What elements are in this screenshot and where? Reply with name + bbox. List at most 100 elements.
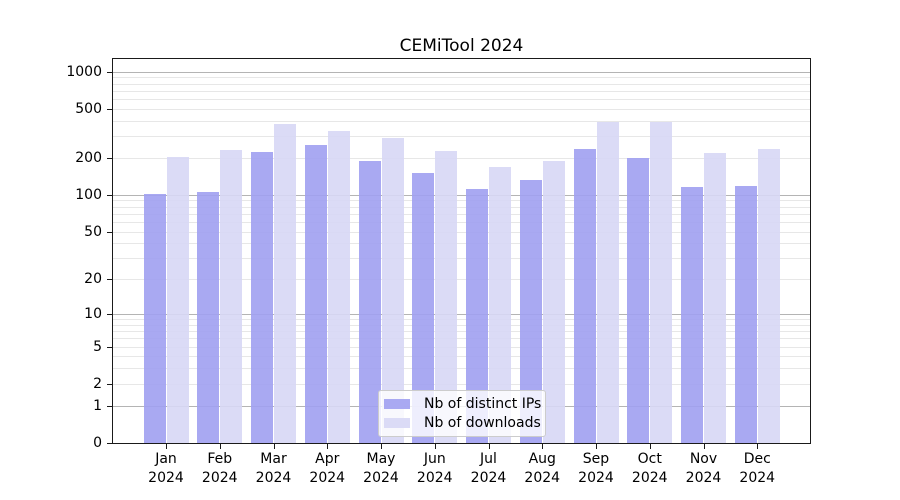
gridline-minor: [113, 83, 810, 85]
bar-distinct-ips-jan: [143, 194, 166, 443]
y-tick-label: 100: [75, 186, 102, 203]
x-tick-label-year: 2024: [363, 470, 399, 486]
y-tick: [107, 108, 113, 110]
y-tick-label: 50: [84, 223, 102, 240]
x-tick: [488, 444, 490, 449]
legend-item-distinct-ips: Nb of distinct IPs: [384, 395, 541, 414]
x-tick: [381, 444, 382, 449]
plot-area: [113, 59, 810, 443]
x-tick-label: Oct 2024: [619, 450, 681, 488]
y-tick: [107, 71, 113, 73]
bar-downloads-dec: [757, 148, 780, 443]
gridline-minor: [113, 221, 810, 223]
x-tick-label-month: Jan: [155, 451, 177, 467]
x-tick-label: Sep 2024: [565, 450, 627, 488]
bar-distinct-ips-jun: [412, 172, 435, 443]
bar-downloads-may: [381, 138, 404, 443]
legend-swatch-distinct-ips: [384, 399, 410, 410]
gridline-minor: [113, 206, 810, 208]
x-tick-label-month: Apr: [315, 451, 340, 467]
x-tick: [327, 444, 329, 449]
y-tick: [107, 194, 113, 196]
x-tick-label-year: 2024: [739, 470, 776, 486]
gridline-minor: [113, 279, 810, 281]
x-tick-label-month: Jun: [423, 451, 446, 467]
gridline-minor: [113, 120, 810, 122]
bar-distinct-ips-apr: [304, 144, 327, 443]
x-tick-label-year: 2024: [685, 470, 722, 486]
y-tick: [107, 443, 113, 444]
y-tick: [107, 314, 113, 316]
bar-distinct-ips-may: [358, 160, 381, 443]
x-tick-label: Jun 2024: [404, 450, 466, 488]
y-tick: [107, 157, 113, 159]
x-tick: [434, 444, 436, 449]
gridline-minor: [113, 331, 810, 333]
y-tick: [107, 279, 113, 281]
bar-downloads-jun: [435, 150, 458, 443]
x-tick-label-month: Feb: [207, 451, 233, 467]
x-tick-label-year: 2024: [255, 470, 292, 486]
gridline-minor: [113, 200, 810, 202]
gridline-minor: [113, 213, 810, 215]
gridline-major: [113, 71, 810, 73]
gridline-major: [113, 314, 810, 316]
bar-downloads-sep: [596, 121, 619, 443]
x-tick-label-year: 2024: [578, 470, 614, 486]
bar-distinct-ips-nov: [681, 186, 703, 443]
bar-distinct-ips-sep: [573, 149, 596, 443]
gridline-minor: [113, 338, 810, 340]
x-tick: [273, 444, 275, 449]
legend-swatch-downloads: [384, 417, 410, 428]
y-tick-label: 2: [93, 375, 102, 392]
gridline-minor: [113, 136, 810, 138]
bar-downloads-nov: [704, 152, 726, 443]
x-tick: [596, 444, 597, 449]
y-tick-label: 1000: [66, 63, 102, 80]
y-tick: [107, 346, 113, 348]
gridline-minor: [113, 77, 810, 79]
x-tick: [542, 444, 544, 449]
y-tick: [107, 231, 113, 233]
legend-label-downloads: Nb of downloads: [424, 414, 541, 431]
bar-downloads-oct: [650, 121, 673, 443]
bar-downloads-aug: [542, 161, 565, 443]
x-tick: [219, 444, 221, 449]
y-tick-label: 200: [75, 149, 102, 166]
x-tick-label: Jul 2024: [458, 450, 520, 488]
x-tick-label-year: 2024: [309, 470, 346, 486]
gridline-minor: [113, 319, 810, 321]
x-tick: [757, 444, 759, 449]
x-tick-label-month: Aug: [528, 451, 556, 467]
gridline-minor: [113, 108, 810, 110]
gridline-minor: [113, 368, 810, 370]
x-tick-label-month: Sep: [582, 451, 610, 467]
x-tick-label-year: 2024: [416, 470, 453, 486]
x-tick-label-month: Dec: [743, 451, 771, 467]
bar-distinct-ips-oct: [627, 157, 650, 443]
x-tick-label-year: 2024: [524, 470, 561, 486]
gridline-minor: [113, 258, 810, 260]
y-tick-label: 0: [93, 435, 102, 451]
x-tick-label-month: Mar: [260, 451, 287, 467]
gridline-minor: [113, 356, 810, 358]
x-tick-label: Aug 2024: [511, 450, 573, 488]
legend-item-downloads: Nb of downloads: [384, 414, 541, 433]
bar-downloads-jan: [166, 156, 189, 443]
x-tick-label: Nov 2024: [673, 450, 735, 488]
bar-downloads-jul: [489, 166, 511, 443]
y-tick: [107, 405, 113, 407]
y-tick-label: 5: [93, 338, 102, 355]
x-tick-label-month: Nov: [689, 451, 718, 467]
y-tick-label: 500: [75, 100, 102, 117]
gridline-minor: [113, 324, 810, 326]
gridline-minor: [113, 99, 810, 100]
gridline-major: [113, 194, 810, 196]
gridline-minor: [113, 383, 810, 385]
bar-downloads-mar: [274, 123, 296, 443]
y-tick: [107, 383, 113, 385]
bar-distinct-ips-dec: [734, 185, 757, 443]
x-tick-label-year: 2024: [148, 470, 184, 486]
gridline-minor: [113, 346, 810, 348]
